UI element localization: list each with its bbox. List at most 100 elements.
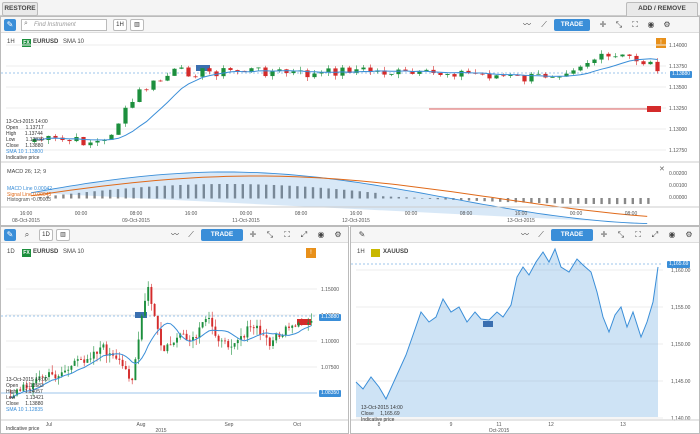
chart-panel-xauusd-1h: ✎ 〰 ⟋ TRADE ✛ ⤡ ⛶ ⤢ ◉ ⚙ 1H XAUUSD 1,160.… — [350, 226, 700, 434]
c1-candle — [291, 71, 296, 74]
c1-candle — [144, 89, 149, 91]
c2-candle — [32, 383, 34, 389]
c2-candle — [284, 326, 287, 336]
last-price-tag: 1,165.69 — [667, 261, 691, 268]
c2-candle — [73, 360, 76, 366]
trade-button[interactable]: TRADE — [551, 229, 593, 241]
fullscreen-icon[interactable]: ⛶ — [635, 230, 641, 239]
c2-candle — [275, 333, 278, 341]
macd-histogram-bar — [413, 197, 416, 199]
c2-candle — [89, 358, 92, 360]
macd-histogram-bar — [647, 198, 650, 204]
crosshair-icon[interactable]: ✛ — [249, 230, 257, 239]
c1-candle — [515, 75, 520, 76]
indicator-icon[interactable]: 〰 — [171, 230, 179, 239]
sma-label: SMA 10 — [63, 39, 85, 45]
alert-icon[interactable]: ! — [656, 38, 666, 48]
month-label: Oct-2015 — [489, 428, 510, 434]
c2-candle — [137, 339, 140, 360]
c2-candle — [188, 339, 191, 341]
c1-candle — [88, 142, 93, 146]
zoom-icon[interactable]: ⤡ — [615, 20, 623, 29]
indicator-icon[interactable]: 〰 — [521, 230, 529, 239]
search-icon[interactable]: ⌕ — [24, 230, 30, 239]
pencil-icon[interactable]: ✎ — [4, 19, 16, 31]
c1-candle — [529, 73, 534, 82]
zoom-icon[interactable]: ⤡ — [617, 230, 625, 239]
c1-candle — [508, 75, 513, 76]
c1-candle — [424, 69, 429, 71]
draw-line-icon[interactable]: ⟋ — [541, 20, 547, 29]
c2-candle — [147, 286, 150, 301]
c1-candle — [130, 101, 135, 108]
macd-histogram-bar — [335, 189, 338, 199]
macd-histogram-bar — [623, 198, 627, 205]
fullscreen-icon[interactable]: ⛶ — [284, 230, 290, 239]
ohlc-box: 13-Oct-2015 14:00 Open 1.13583 High 1.14… — [6, 377, 48, 413]
close-icon[interactable]: ✕ — [659, 166, 665, 173]
macd-histogram-bar — [155, 186, 159, 199]
c2-candle — [150, 286, 153, 304]
c1-candle — [382, 70, 387, 75]
time-tick-label: 11 — [496, 422, 501, 428]
macd-histogram-bar — [553, 198, 556, 204]
macd-histogram-bar — [428, 198, 432, 199]
c2-candle — [67, 369, 70, 371]
c2-candle — [86, 359, 89, 363]
c2-candle — [236, 340, 239, 344]
c2-candle — [28, 388, 31, 390]
chart-type-icon[interactable]: ▥ — [56, 229, 70, 241]
indicator-icon[interactable]: 〰 — [523, 20, 531, 29]
c2-candle — [179, 333, 182, 338]
c2-candle — [297, 322, 300, 327]
fullscreen-icon[interactable]: ⛶ — [632, 20, 638, 29]
search-input[interactable]: ⌕ Find Instrument — [21, 19, 107, 31]
c2-candle — [272, 340, 274, 346]
c1-candle — [417, 70, 422, 74]
draw-line-icon[interactable]: ⟋ — [538, 230, 544, 239]
restore-button[interactable]: RESTORE — [2, 2, 38, 16]
expand-icon[interactable]: ⤢ — [651, 230, 659, 239]
draw-line-icon[interactable]: ⟋ — [188, 230, 194, 239]
expand-icon[interactable]: ⤢ — [300, 230, 308, 239]
marker-tag — [135, 312, 147, 318]
c1-candle — [501, 75, 506, 77]
chart-type-icon[interactable]: ▥ — [130, 19, 144, 31]
macd-histogram-bar — [226, 184, 229, 199]
c1-candle — [480, 73, 485, 75]
pencil-icon[interactable]: ✎ — [4, 229, 16, 241]
c2-candle — [124, 366, 127, 370]
c2-candle — [76, 359, 79, 361]
macd-title: MACD 26; 12; 9 — [7, 169, 47, 175]
c2-candle — [240, 336, 242, 341]
c2-candle — [166, 344, 169, 352]
settings-icon[interactable]: ⚙ — [663, 20, 671, 29]
c1-candle — [466, 70, 471, 73]
c1-candle — [578, 66, 583, 71]
settings-icon[interactable]: ⚙ — [685, 230, 693, 239]
macd-histogram-bar — [460, 198, 463, 201]
macd-histogram-bar — [366, 192, 369, 199]
trade-button[interactable]: TRADE — [554, 19, 590, 31]
settings-icon[interactable]: ⚙ — [334, 230, 342, 239]
c1-candle — [445, 74, 450, 76]
c2-candle — [118, 358, 121, 360]
pencil-icon[interactable]: ✎ — [358, 230, 366, 239]
zoom-icon[interactable]: ⤡ — [266, 230, 274, 239]
camera-icon[interactable]: ◉ — [647, 20, 655, 29]
timeframe-1h-button[interactable]: 1H — [113, 19, 127, 31]
crosshair-icon[interactable]: ✛ — [599, 20, 607, 29]
camera-icon[interactable]: ◉ — [668, 230, 676, 239]
alert-icon[interactable]: ! — [306, 248, 316, 258]
c2-candle — [140, 315, 143, 340]
macd-histogram-bar — [233, 184, 237, 199]
top-bar: RESTORE ADD / REMOVE CHARTS — [0, 0, 700, 28]
c1-candle — [452, 74, 457, 77]
c1-candle — [389, 74, 394, 75]
timeframe-1d-button[interactable]: 1D — [39, 229, 53, 241]
macd-histogram-bar — [319, 187, 322, 199]
trade-button[interactable]: TRADE — [201, 229, 243, 241]
camera-icon[interactable]: ◉ — [317, 230, 325, 239]
crosshair-icon[interactable]: ✛ — [600, 230, 608, 239]
macd-histogram-bar — [538, 198, 541, 204]
